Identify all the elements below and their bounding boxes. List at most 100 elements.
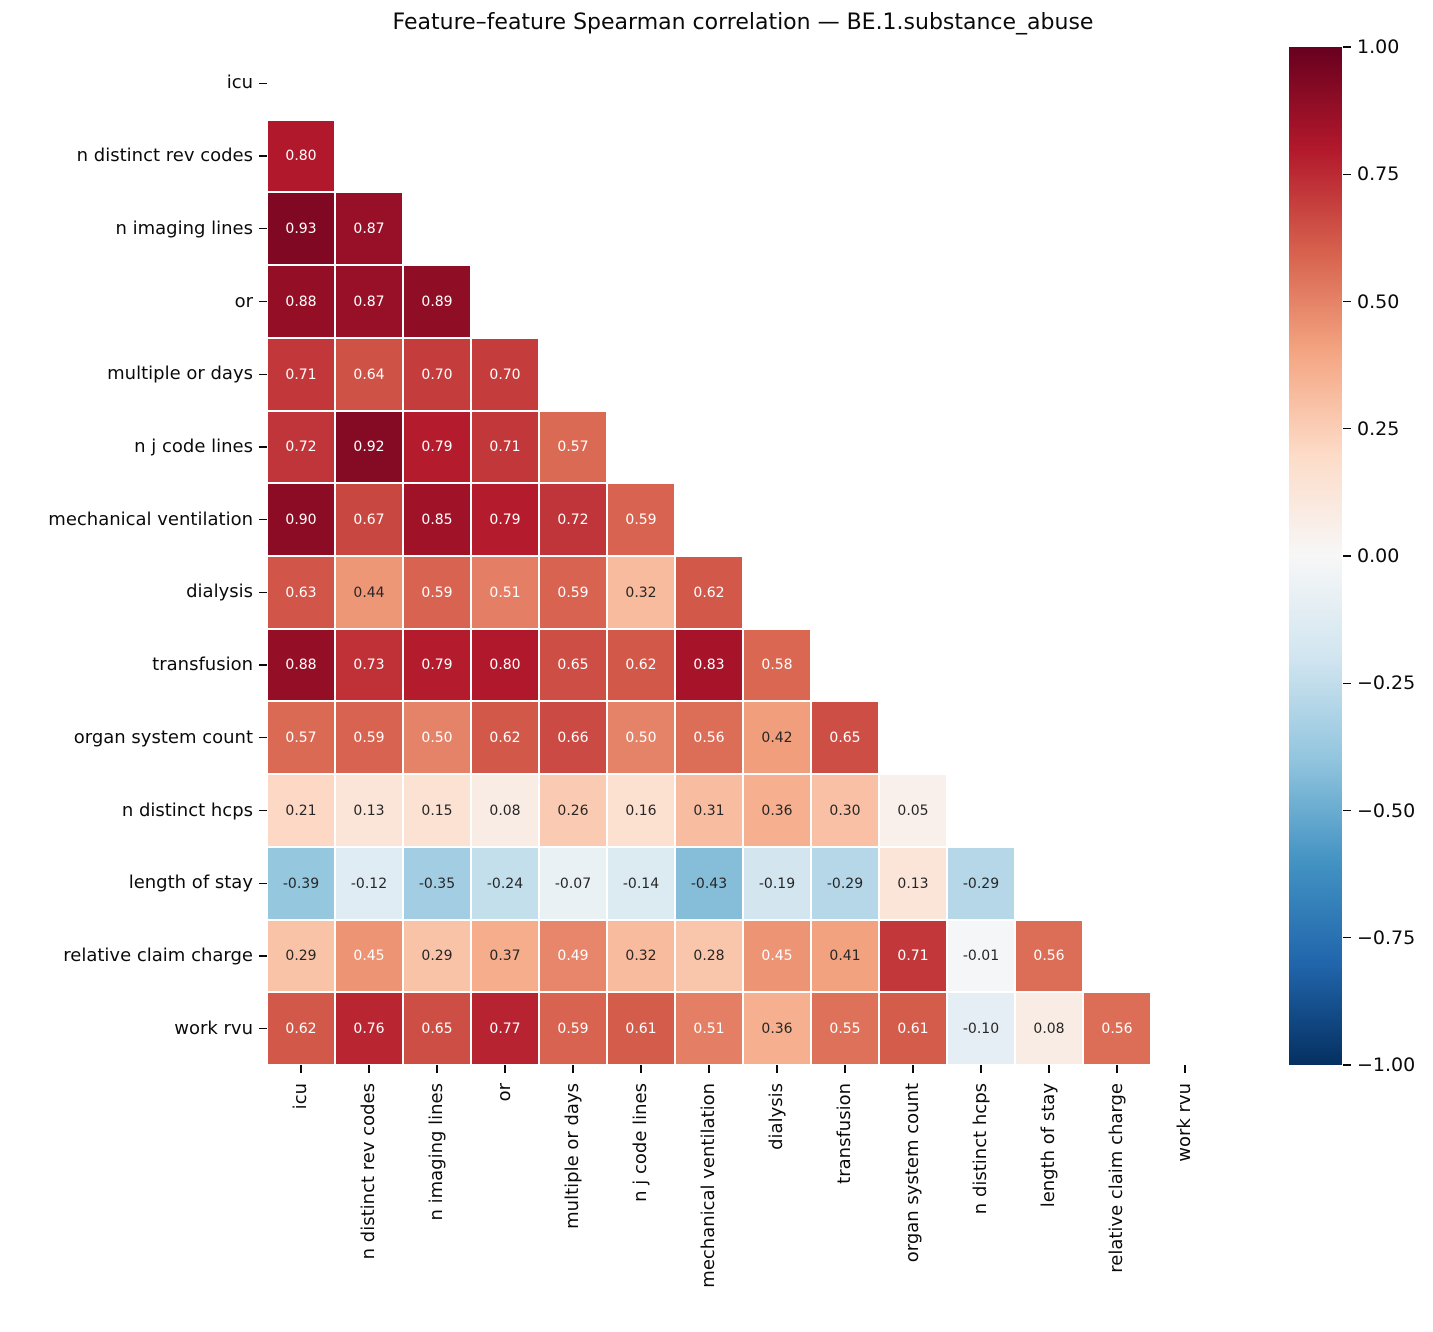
cell-value: 0.08 [1033, 1020, 1065, 1037]
x-tick-mark [912, 1065, 914, 1073]
colorbar-tick-label: −1.00 [1357, 1054, 1416, 1076]
cell-value: 0.56 [693, 729, 725, 746]
cell-value: -0.35 [418, 875, 456, 892]
heatmap-cell: 0.79 [471, 483, 539, 556]
heatmap-cell: 0.59 [335, 701, 403, 774]
cell-value: 0.42 [761, 729, 793, 746]
cell-value: 0.56 [1033, 948, 1065, 964]
cell-value: 0.72 [557, 511, 589, 528]
heatmap-cell: 0.21 [267, 774, 335, 847]
heatmap-cell: 0.65 [403, 992, 471, 1065]
cell-value: 0.62 [625, 657, 657, 673]
heatmap-cell: 0.63 [267, 556, 335, 629]
x-tick-mark [368, 1065, 370, 1073]
heatmap-cell: 0.51 [471, 556, 539, 629]
heatmap-cell: -0.29 [811, 847, 879, 920]
heatmap-cell: 0.62 [471, 701, 539, 774]
cell-value: 0.65 [557, 657, 589, 673]
cell-value: 0.87 [353, 293, 385, 310]
heatmap-cell: 0.88 [267, 265, 335, 338]
x-tick-label: transfusion [834, 1083, 855, 1184]
heatmap-cell: 0.32 [607, 556, 675, 629]
cell-value: 0.71 [285, 366, 317, 383]
heatmap-cell: 0.72 [267, 411, 335, 483]
heatmap-cell: 0.59 [539, 556, 607, 629]
cell-value: -0.19 [758, 875, 796, 892]
cell-value: 0.62 [693, 584, 725, 601]
heatmap-cell: 0.45 [743, 920, 811, 992]
cell-value: -0.29 [826, 875, 864, 892]
cell-value: 0.83 [693, 657, 725, 673]
x-tick-mark [844, 1065, 846, 1073]
heatmap-cell: 0.59 [607, 483, 675, 556]
heatmap-cell: 0.32 [607, 920, 675, 992]
heatmap-cell: 0.65 [539, 629, 607, 701]
heatmap-grid: 0.80 0.93 0.87 0.88 0.87 0.89 0.71 0.64 0.70 0.70… [267, 47, 1219, 1065]
heatmap-cell: 0.73 [335, 629, 403, 701]
y-tick-label: icu [226, 72, 253, 94]
x-tick-mark [1116, 1065, 1118, 1073]
heatmap-cell: 0.56 [1083, 992, 1151, 1065]
x-tick-label: n distinct rev codes [358, 1083, 379, 1260]
y-tick-mark [259, 737, 267, 739]
y-tick-label: work rvu [174, 1017, 253, 1039]
heatmap-cell: 0.50 [403, 701, 471, 774]
heatmap-cell: 0.64 [335, 338, 403, 411]
heatmap-cell: 0.79 [403, 411, 471, 483]
heatmap-cell: 0.37 [471, 920, 539, 992]
cell-value: 0.85 [421, 511, 453, 528]
x-tick-mark [1048, 1065, 1050, 1073]
x-tick-mark [776, 1065, 778, 1073]
cell-value: 0.05 [897, 802, 929, 819]
x-tick-label: organ system count [902, 1083, 923, 1263]
heatmap-cell: 0.59 [403, 556, 471, 629]
cell-value: 0.70 [421, 366, 453, 383]
heatmap-cell: 0.41 [811, 920, 879, 992]
heatmap-cell: 0.50 [607, 701, 675, 774]
colorbar-tick-mark [1343, 809, 1351, 812]
cell-value: -0.24 [486, 875, 524, 892]
heatmap-cell: -0.14 [607, 847, 675, 920]
colorbar-tick-label: 1.00 [1357, 36, 1400, 58]
colorbar-tick-mark [1343, 1064, 1351, 1066]
heatmap-cell: -0.43 [675, 847, 743, 920]
heatmap-cell: -0.24 [471, 847, 539, 920]
colorbar-tick-mark [1343, 937, 1351, 939]
cell-value: 0.29 [421, 948, 453, 964]
y-tick-mark [259, 882, 267, 884]
cell-value: 0.59 [557, 584, 589, 601]
heatmap-cell: 0.80 [471, 629, 539, 701]
y-tick-mark [259, 1027, 267, 1030]
x-tick-mark [504, 1065, 506, 1073]
cell-value: 0.63 [285, 584, 317, 601]
heatmap-cell: 0.80 [267, 120, 335, 192]
colorbar-tick-label: −0.75 [1357, 926, 1416, 949]
heatmap-cell: 0.13 [335, 774, 403, 847]
y-tick-mark [259, 591, 267, 593]
heatmap-cell: 0.26 [539, 774, 607, 847]
cell-value: -0.39 [282, 875, 320, 892]
colorbar-tick-label: 0.75 [1357, 163, 1400, 186]
cell-value: 0.50 [625, 729, 657, 746]
cell-value: 0.62 [285, 1020, 317, 1037]
y-tick-label: dialysis [186, 581, 253, 603]
heatmap-cell: 0.61 [607, 992, 675, 1065]
x-tick-label: relative claim charge [1106, 1083, 1127, 1273]
cell-value: 0.29 [285, 948, 317, 964]
cell-value: -0.14 [622, 875, 660, 892]
cell-value: 0.31 [693, 802, 725, 819]
colorbar-tick-mark [1343, 46, 1351, 48]
heatmap-cell: 0.49 [539, 920, 607, 992]
heatmap-cell: 0.29 [267, 920, 335, 992]
y-tick-label: mechanical ventilation [48, 508, 253, 530]
y-tick-label: n distinct rev codes [76, 145, 253, 167]
heatmap-cell: 0.59 [539, 992, 607, 1065]
cell-value: 0.76 [353, 1020, 385, 1037]
cell-value: 0.16 [625, 802, 657, 819]
heatmap-cell: 0.61 [879, 992, 947, 1065]
cell-value: 0.73 [353, 657, 385, 673]
y-tick-mark [259, 664, 267, 666]
x-tick-mark [1184, 1065, 1186, 1073]
cell-value: 0.59 [353, 729, 385, 746]
